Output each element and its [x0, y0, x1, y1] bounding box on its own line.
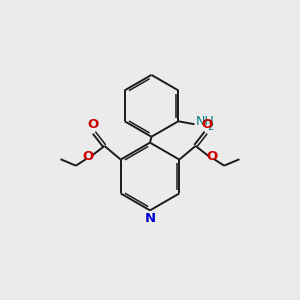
Text: NH: NH	[196, 116, 215, 128]
Text: O: O	[202, 118, 213, 131]
Text: 2: 2	[207, 122, 213, 132]
Text: O: O	[207, 150, 218, 163]
Text: N: N	[144, 212, 156, 225]
Text: O: O	[82, 150, 93, 163]
Text: O: O	[87, 118, 98, 131]
